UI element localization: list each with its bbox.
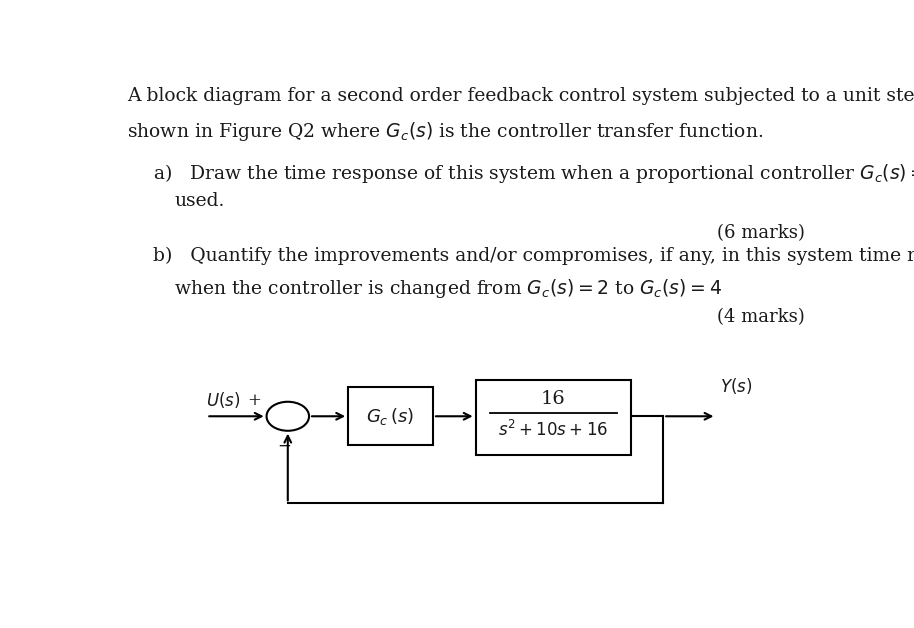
Text: $s^2+10s+16$: $s^2+10s+16$ xyxy=(498,420,609,440)
Text: b)   Quantify the improvements and/or compromises, if any, in this system time r: b) Quantify the improvements and/or comp… xyxy=(154,247,914,265)
Text: A block diagram for a second order feedback control system subjected to a unit s: A block diagram for a second order feedb… xyxy=(127,87,914,106)
Text: $G_c\,(s)$: $G_c\,(s)$ xyxy=(367,406,415,427)
Text: when the controller is changed from $G_c(s)=2$ to $G_c(s) = 4$: when the controller is changed from $G_c… xyxy=(175,277,722,300)
Text: +: + xyxy=(247,392,260,409)
Text: $Y(s)$: $Y(s)$ xyxy=(720,376,752,396)
Bar xyxy=(475,380,632,455)
Text: (6 marks): (6 marks) xyxy=(717,224,805,242)
Text: $U(s)$: $U(s)$ xyxy=(207,391,240,411)
Text: used.: used. xyxy=(175,192,225,210)
Text: −: − xyxy=(278,438,292,455)
Text: shown in Figure Q2 where $G_c(s)$ is the controller transfer function.: shown in Figure Q2 where $G_c(s)$ is the… xyxy=(127,120,763,143)
Text: 16: 16 xyxy=(541,390,566,408)
Text: a)   Draw the time response of this system when a proportional controller $G_c(s: a) Draw the time response of this system… xyxy=(154,163,914,185)
Bar xyxy=(348,387,433,445)
Text: (4 marks): (4 marks) xyxy=(717,308,805,327)
